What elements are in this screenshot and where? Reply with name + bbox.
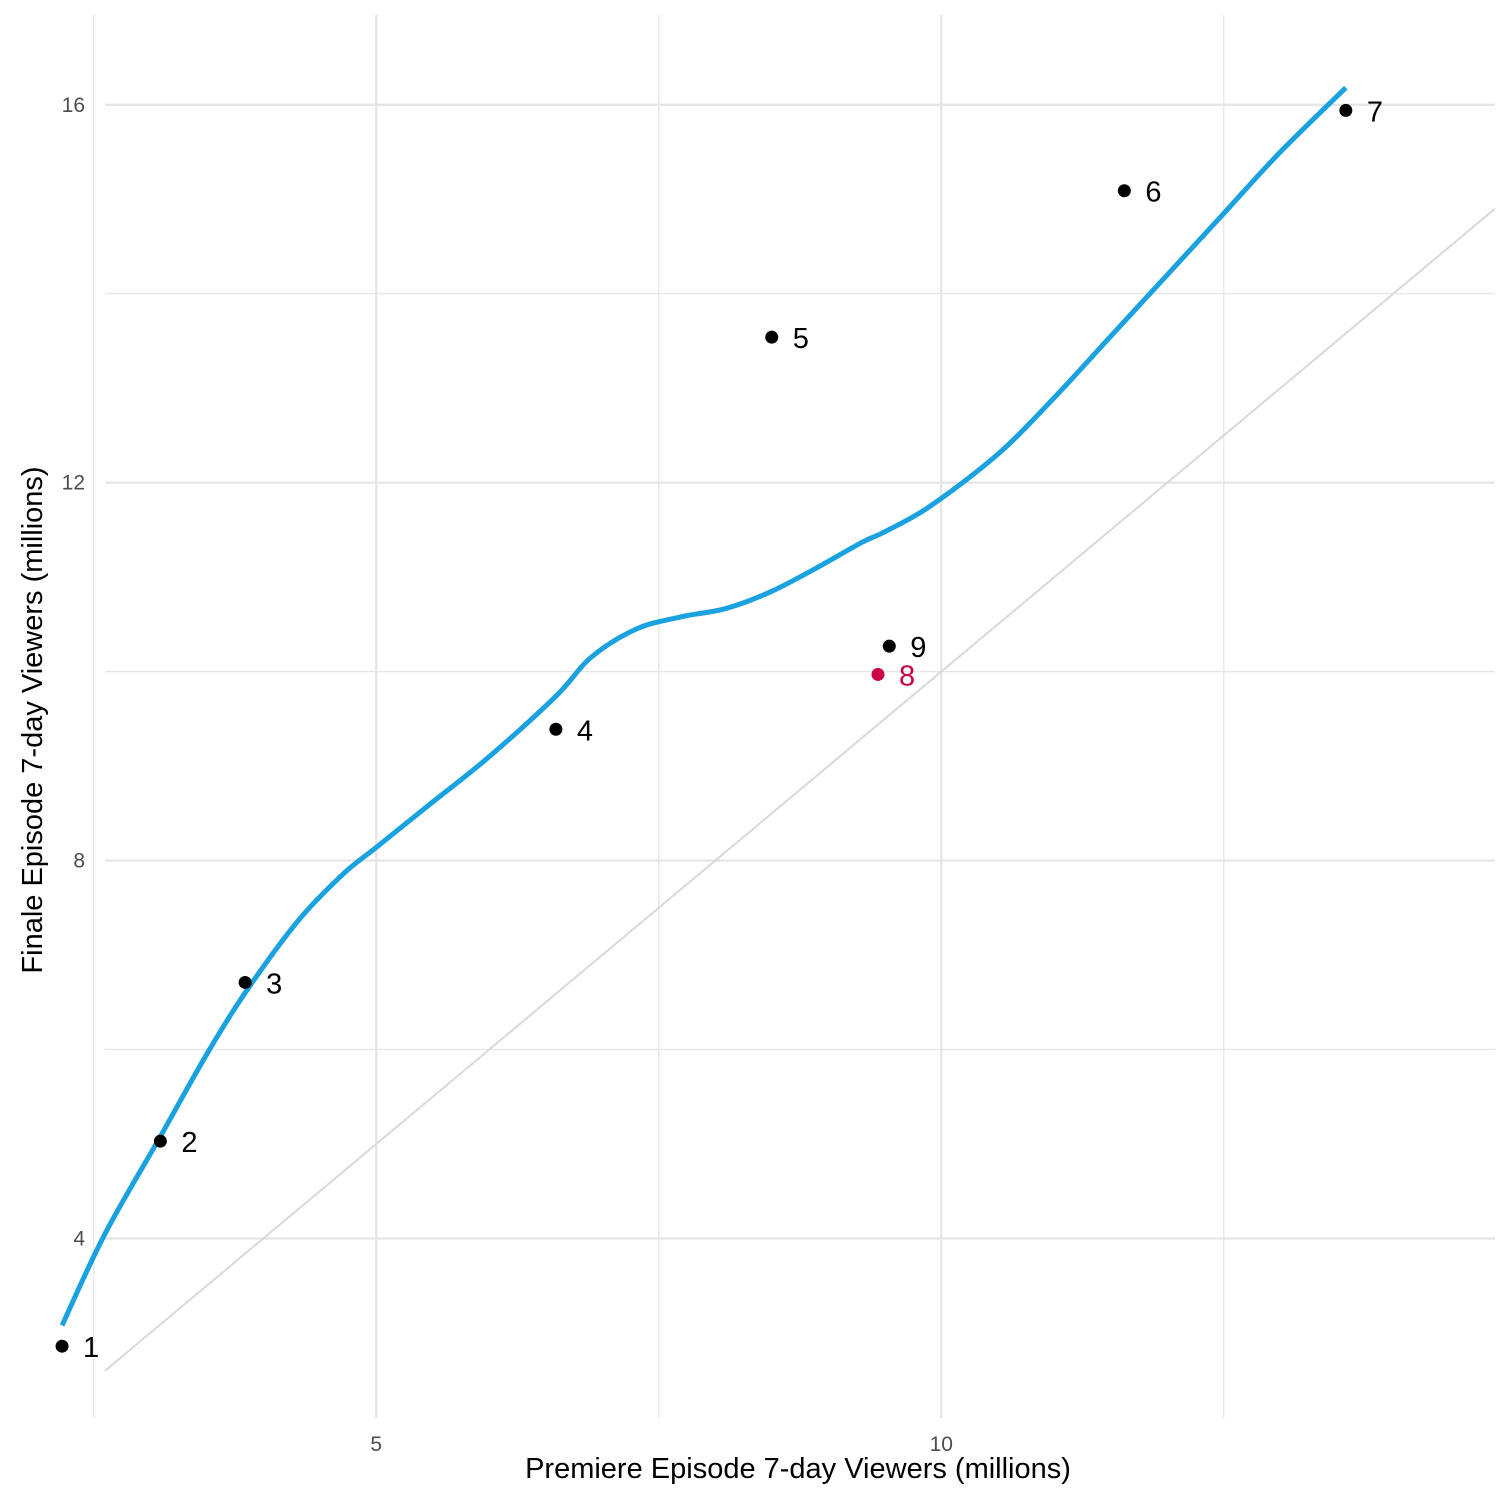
data-point-4 [549, 722, 563, 736]
data-point-8 [871, 667, 885, 681]
data-point-7 [1339, 103, 1353, 117]
data-point-3 [238, 975, 252, 989]
y-axis-title: Finale Episode 7-day Viewers (millions) [17, 466, 49, 973]
points-layer [55, 103, 1353, 1353]
point-labels-layer: 1 2 3 4 5 6 7 89 [83, 96, 1383, 1364]
point-label-9: 9 [910, 632, 926, 664]
reference-line-layer [104, 207, 1496, 1372]
y-tick-label: 4 [73, 1227, 85, 1250]
minor-gridlines [93, 15, 1495, 1418]
major-gridlines [105, 15, 1495, 1418]
data-point-2 [153, 1134, 167, 1148]
data-point-1 [55, 1339, 69, 1353]
point-label-1: 1 [83, 1332, 99, 1364]
y-tick-label: 16 [62, 94, 85, 117]
x-axis-title: Premiere Episode 7-day Viewers (millions… [525, 1453, 1071, 1485]
point-label-7: 7 [1367, 96, 1383, 128]
point-label-3: 3 [266, 968, 282, 1000]
data-point-9 [882, 639, 896, 653]
y-tick-label: 8 [73, 850, 85, 873]
identity-reference-line [104, 207, 1496, 1372]
point-label-2: 2 [181, 1127, 197, 1159]
x-tick-label: 10 [930, 1433, 953, 1456]
y-tick-label: 12 [62, 472, 85, 495]
smooth-line-layer [59, 85, 1348, 1327]
point-label-6: 6 [1145, 177, 1161, 209]
data-point-6 [1117, 184, 1131, 198]
point-label-4: 4 [577, 715, 593, 747]
point-label-5: 5 [793, 323, 809, 355]
data-point-5 [765, 330, 779, 344]
point-label-8: 8 [899, 660, 915, 692]
smooth-trend-line [59, 85, 1348, 1327]
x-tick-label: 5 [370, 1433, 382, 1456]
